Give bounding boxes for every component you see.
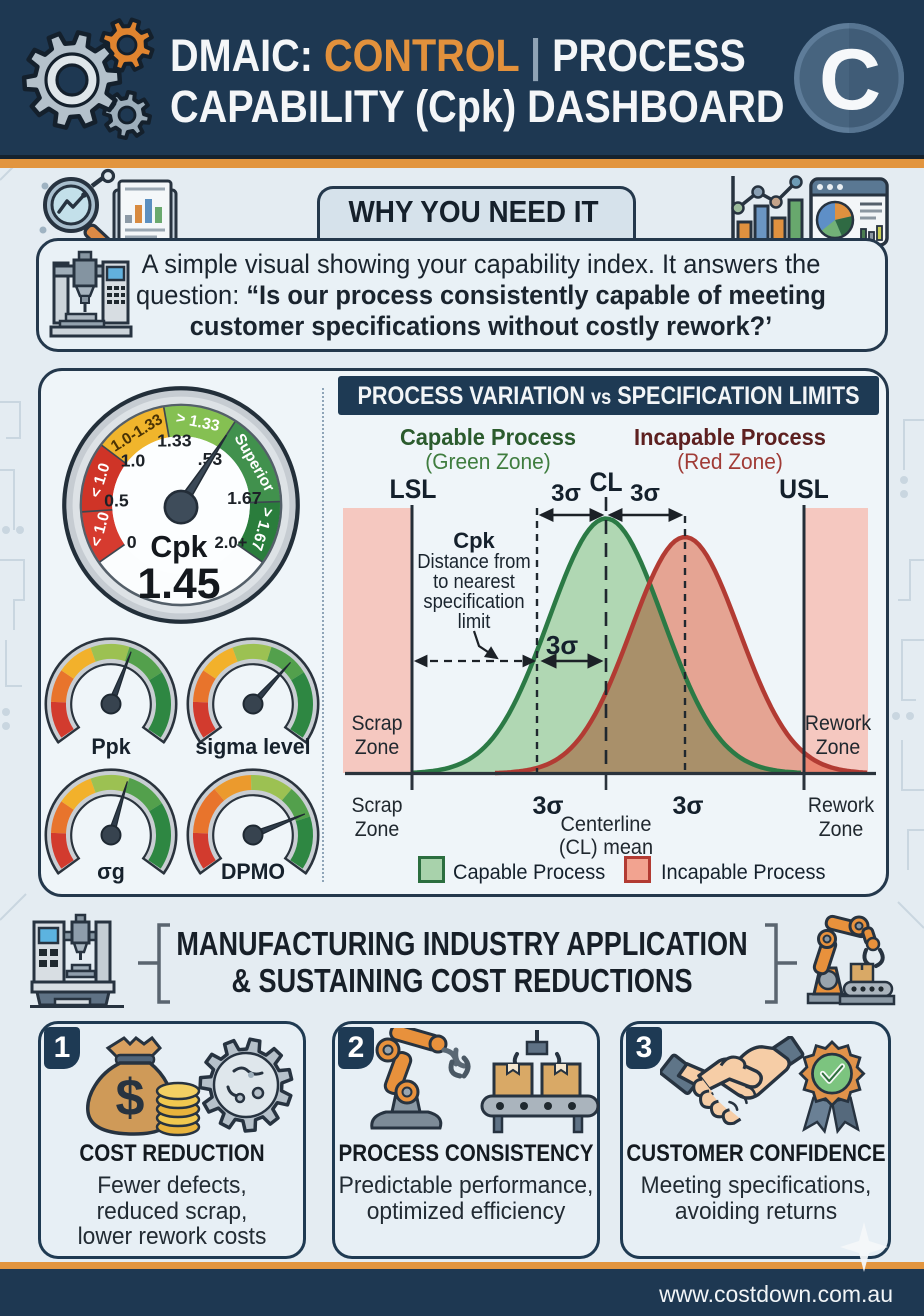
svg-text:Cpk: Cpk	[150, 531, 207, 564]
svg-text:$: $	[116, 1069, 145, 1127]
svg-text:1.33: 1.33	[157, 430, 192, 450]
svg-text:1.45: 1.45	[137, 560, 220, 608]
svg-text:2.0+: 2.0+	[214, 533, 247, 552]
svg-text:0: 0	[127, 532, 137, 552]
svg-text:0.5: 0.5	[104, 490, 129, 510]
svg-text:1.0: 1.0	[121, 450, 146, 470]
svg-text:1.67: 1.67	[227, 488, 262, 508]
svg-text:C: C	[819, 32, 881, 128]
